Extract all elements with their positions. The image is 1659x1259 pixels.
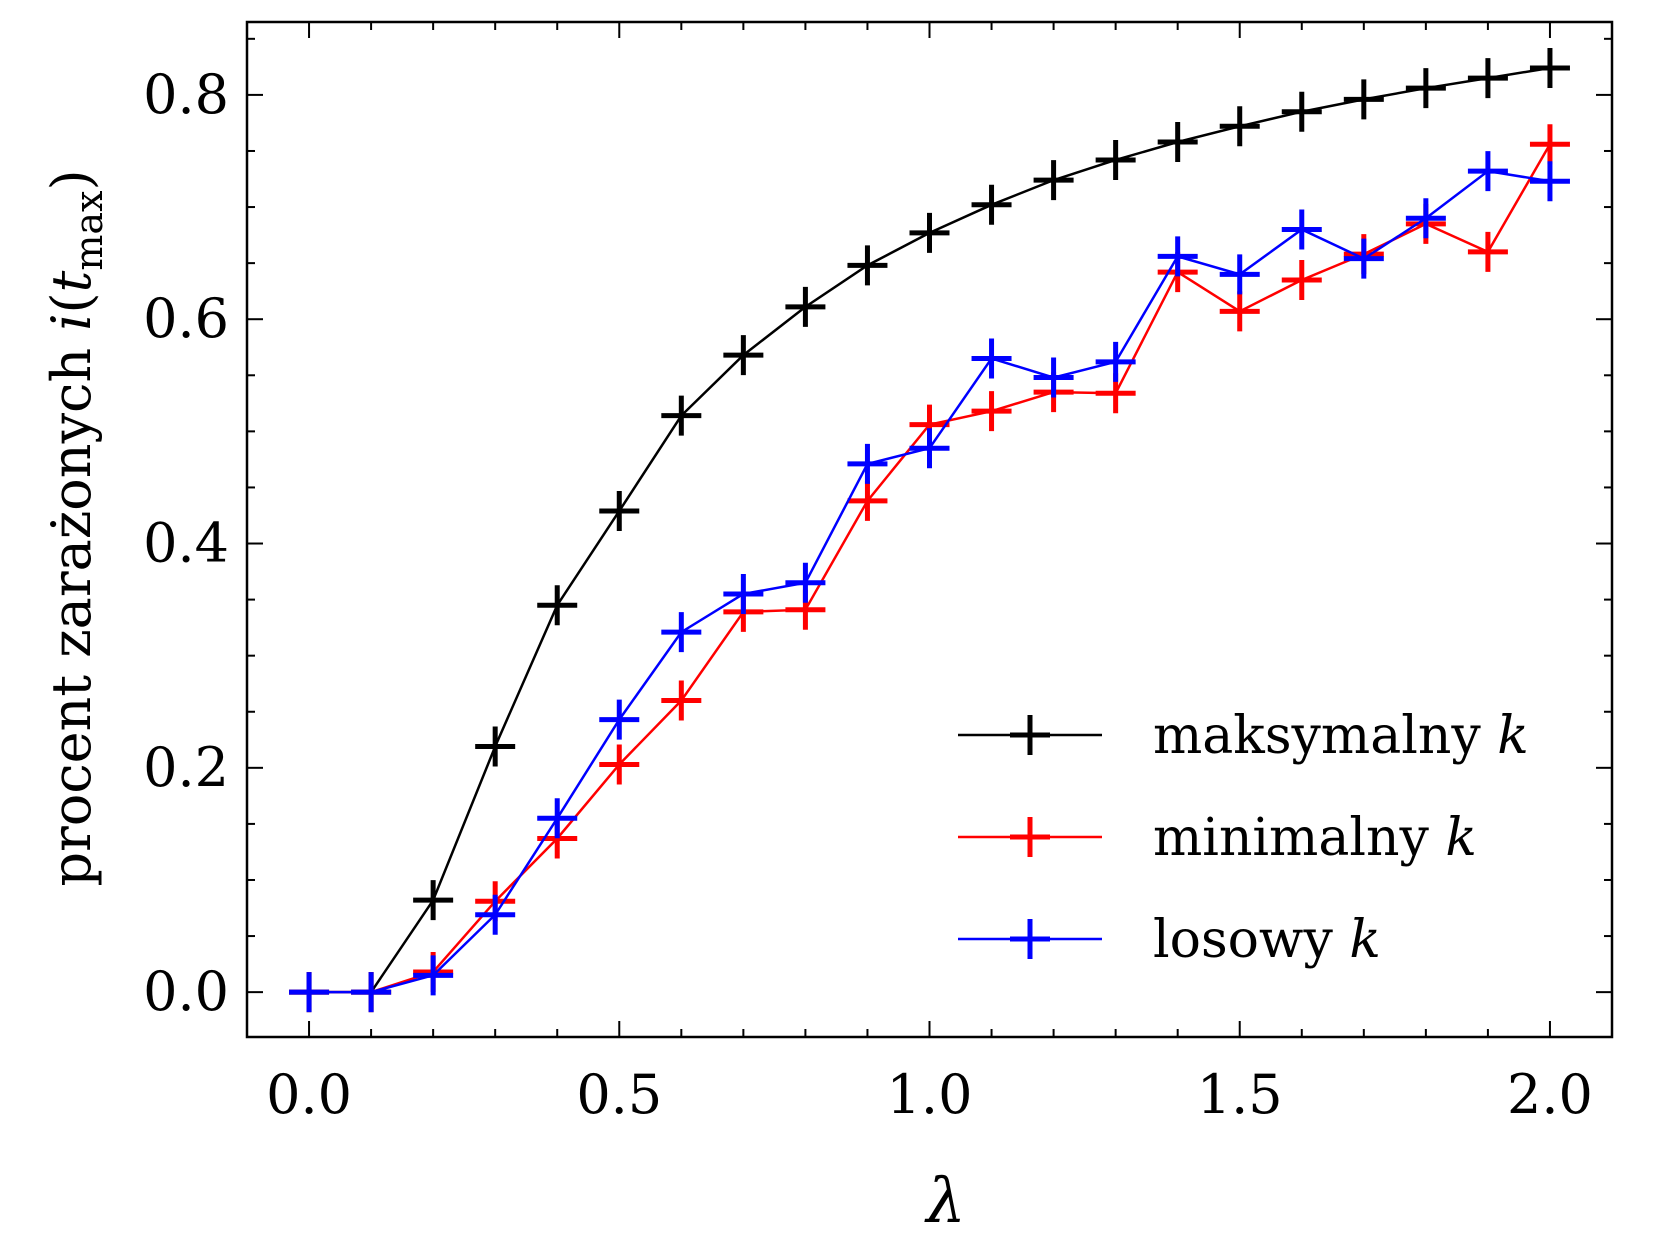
data-point bbox=[413, 880, 454, 921]
data-point bbox=[971, 391, 1012, 432]
data-point bbox=[599, 744, 640, 785]
legend-label-name: losowy bbox=[1153, 910, 1349, 970]
data-point bbox=[785, 286, 826, 327]
data-point bbox=[971, 338, 1012, 379]
data-point bbox=[599, 490, 640, 531]
x-tick-label: 0.0 bbox=[266, 1063, 352, 1126]
data-point bbox=[785, 562, 826, 603]
y-axis-label-var: i bbox=[40, 313, 103, 330]
data-point bbox=[537, 585, 578, 626]
y-axis-label-arg: t bbox=[40, 270, 103, 292]
legend-label-var: k bbox=[1497, 706, 1529, 766]
data-point bbox=[1157, 236, 1198, 277]
series-losowy bbox=[289, 151, 1570, 1013]
data-point bbox=[1219, 291, 1260, 332]
data-point bbox=[475, 726, 516, 767]
y-tick-label: 0.4 bbox=[143, 512, 229, 575]
data-point bbox=[1529, 47, 1570, 88]
x-tick-label: 2.0 bbox=[1507, 1063, 1593, 1126]
x-tick-label: 0.5 bbox=[576, 1063, 662, 1126]
data-point bbox=[1343, 238, 1384, 279]
data-point bbox=[661, 612, 702, 653]
data-point bbox=[661, 680, 702, 721]
tick-labels: 0.0 0.5 1.0 1.5 2.0 0.0 0.2 0.4 0.6 0.8 bbox=[143, 63, 1593, 1126]
data-point bbox=[351, 972, 392, 1013]
data-point bbox=[971, 184, 1012, 225]
y-tick-label: 0.2 bbox=[143, 736, 229, 799]
data-point bbox=[1281, 259, 1322, 300]
legend-marker bbox=[1010, 715, 1050, 755]
data-point bbox=[1467, 58, 1508, 99]
legend-marker bbox=[1010, 817, 1050, 857]
data-point bbox=[1033, 357, 1074, 398]
data-point bbox=[599, 699, 640, 740]
y-axis-label-text: procent zarażonych bbox=[40, 331, 103, 887]
data-point bbox=[1095, 341, 1136, 382]
data-point bbox=[1033, 160, 1074, 201]
legend-label-name: maksymalny bbox=[1153, 706, 1497, 766]
plot-frame bbox=[245, 20, 1614, 1039]
x-tick-label: 1.5 bbox=[1197, 1063, 1283, 1126]
legend-label-var: k bbox=[1349, 910, 1381, 970]
data-point bbox=[1281, 91, 1322, 132]
legend-label: minimalny k bbox=[1153, 808, 1477, 868]
x-tick-label: 1.0 bbox=[887, 1063, 973, 1126]
legend-marker bbox=[1010, 919, 1050, 959]
legend-label-var: k bbox=[1445, 808, 1477, 868]
data-point bbox=[1343, 79, 1384, 120]
legend-label-name: minimalny bbox=[1153, 808, 1445, 868]
legend-label: losowy k bbox=[1153, 910, 1381, 970]
y-tick-label: 0.6 bbox=[143, 287, 229, 350]
y-axis-label-open: ( bbox=[40, 292, 103, 313]
y-axis-label-sub: max bbox=[67, 191, 111, 271]
data-point bbox=[909, 212, 950, 253]
data-point bbox=[847, 480, 888, 521]
data-point bbox=[475, 894, 516, 935]
data-point bbox=[1405, 198, 1446, 239]
data-point bbox=[1405, 68, 1446, 109]
data-point bbox=[1157, 122, 1198, 163]
data-point bbox=[847, 443, 888, 484]
y-axis-label-close: ) bbox=[40, 169, 103, 190]
y-axis-label: procent zarażonych i(tmax) bbox=[40, 169, 111, 886]
data-point bbox=[1219, 254, 1260, 295]
series-maksymalny bbox=[289, 47, 1570, 1013]
data-point bbox=[289, 972, 330, 1013]
legend-label: maksymalny k bbox=[1153, 706, 1529, 766]
x-axis-label: λ bbox=[923, 1164, 965, 1237]
data-point bbox=[1219, 106, 1260, 147]
data-point bbox=[909, 428, 950, 469]
data-point bbox=[413, 955, 454, 996]
data-point bbox=[1467, 231, 1508, 272]
data-point bbox=[661, 395, 702, 436]
y-tick-label: 0.0 bbox=[143, 960, 229, 1023]
data-point bbox=[1281, 209, 1322, 250]
data-point bbox=[723, 573, 764, 614]
data-point bbox=[1529, 124, 1570, 165]
data-point bbox=[537, 798, 578, 839]
data-point bbox=[1095, 139, 1136, 180]
y-tick-label: 0.8 bbox=[143, 63, 229, 126]
data-point bbox=[1529, 161, 1570, 202]
data-point bbox=[847, 245, 888, 286]
series-layer bbox=[289, 47, 1570, 1013]
data-point bbox=[723, 335, 764, 376]
data-point bbox=[1467, 151, 1508, 192]
axis-ticks bbox=[246, 22, 1613, 1037]
